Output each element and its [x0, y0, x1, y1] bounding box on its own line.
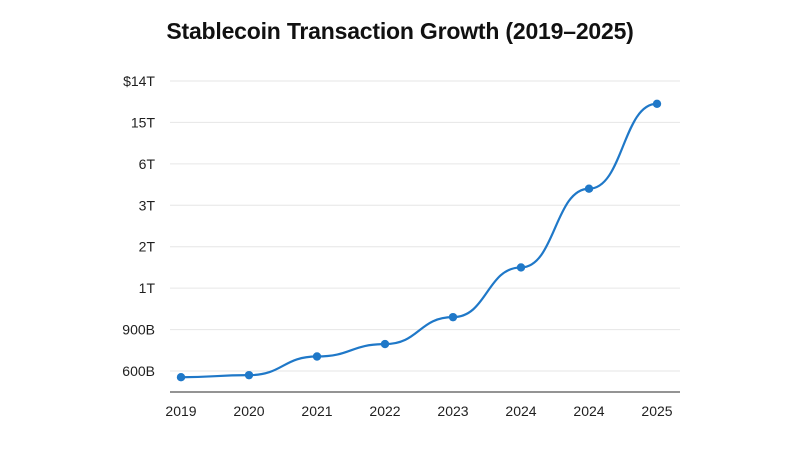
- data-point: [516, 263, 526, 272]
- data-point: [448, 312, 458, 322]
- x-tick-label: 2021: [301, 403, 332, 419]
- x-tick-label: 2024: [573, 403, 604, 419]
- data-point: [652, 99, 662, 108]
- x-tick-label: 2024: [505, 403, 536, 419]
- y-tick-label: 3T: [139, 197, 156, 213]
- x-tick-label: 2025: [641, 403, 672, 419]
- y-tick-label: $14T: [123, 73, 155, 89]
- data-point: [176, 373, 186, 382]
- chart-title: Stablecoin Transaction Growth (2019–2025…: [166, 18, 634, 44]
- data-point: [380, 339, 390, 349]
- y-tick-label: 600B: [122, 363, 155, 379]
- y-tick-label: 6T: [139, 156, 156, 172]
- data-point: [244, 370, 254, 380]
- y-tick-label: 15T: [131, 114, 156, 130]
- y-tick-label: 900B: [122, 322, 155, 338]
- series-line: [179, 102, 659, 379]
- y-tick-label: 1T: [139, 280, 156, 296]
- x-tick-label: 2019: [165, 403, 196, 419]
- x-tick-label: 2023: [437, 403, 468, 419]
- y-tick-label: 2T: [139, 239, 156, 255]
- data-point: [312, 352, 322, 361]
- data-point: [584, 184, 594, 193]
- x-tick-label: 2020: [233, 403, 264, 419]
- x-tick-label: 2022: [369, 403, 400, 419]
